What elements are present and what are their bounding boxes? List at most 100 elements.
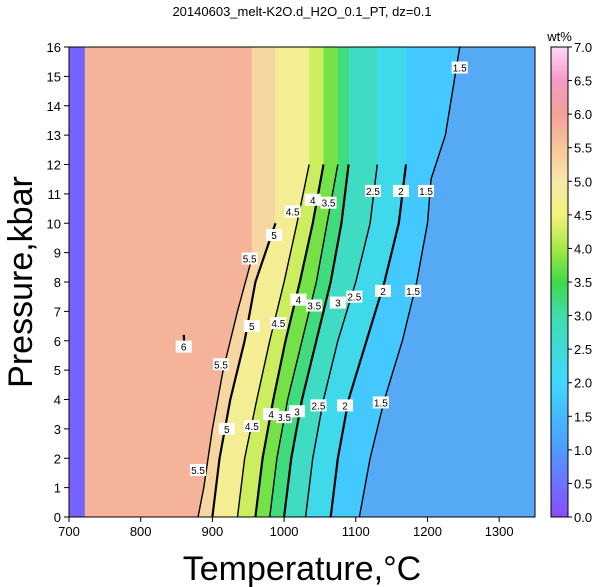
colorbar-tick-label: 5.0 — [574, 174, 592, 189]
contour-label-background — [372, 396, 389, 409]
contour-label: 1.5 — [374, 398, 388, 409]
colorbar: wt% 0.0 0.5 1.0 1.5 2.0 2.5 3.0 3.5 4.0 4.5 5.0 5.5… — [546, 29, 592, 525]
y-tick-label: 4 — [54, 393, 61, 408]
colorbar-tick-label: 4.5 — [574, 208, 592, 223]
y-tick-label: 1 — [54, 481, 61, 496]
contour-label-background — [364, 184, 381, 197]
y-tick-label: 3 — [54, 422, 61, 437]
colorbar-tick-label: 2.0 — [574, 376, 592, 391]
x-tick-label: 900 — [202, 524, 224, 539]
contour-label: 2.5 — [347, 293, 361, 304]
x-tick-label: 1100 — [342, 524, 370, 539]
contour-label-background — [270, 317, 287, 330]
contour-label: 2 — [342, 401, 348, 412]
contour-label: 4.5 — [271, 319, 285, 330]
contour-label-background — [243, 320, 260, 333]
contour-label: 1.5 — [419, 187, 433, 198]
contour-label: 1.5 — [453, 64, 467, 75]
contour-label-background — [241, 252, 258, 265]
contour-label: 5 — [249, 322, 255, 333]
contour-label-background — [212, 358, 229, 371]
contour-label: 3 — [335, 299, 341, 310]
contour-label-background — [243, 419, 260, 432]
contour-line — [358, 47, 461, 517]
contour-label-background — [451, 61, 468, 74]
contour-label-background — [290, 293, 307, 306]
contour-line — [236, 164, 310, 517]
low-k2o-strip — [69, 47, 85, 517]
y-tick-label: 9 — [54, 246, 61, 261]
contour-label: 2.5 — [312, 401, 326, 412]
contour-label-background — [375, 284, 392, 297]
x-tick-label: 1300 — [485, 524, 514, 539]
contour-line — [211, 222, 277, 517]
contour-label: 4 — [310, 196, 316, 207]
contour-line — [304, 164, 378, 517]
x-axis: 700 800 900 1000 1100 1200 1300 — [58, 517, 514, 539]
contour-label: 4 — [296, 296, 302, 307]
contour-label-background — [320, 196, 337, 209]
y-tick-label: 13 — [47, 128, 61, 143]
colorbar-tick-label: 0.0 — [574, 510, 592, 525]
y-tick-label: 2 — [54, 451, 61, 466]
contour-label: 2 — [380, 287, 386, 298]
contour-label-background — [306, 299, 323, 312]
colorbar-tick-label: 6.5 — [574, 74, 592, 89]
x-tick-label: 1200 — [413, 524, 442, 539]
colorbar-ticks: 0.0 0.5 1.0 1.5 2.0 2.5 3.0 3.5 4.0 4.5 5.0 5.5 6.0 6… — [568, 40, 592, 525]
contour-label-background — [418, 184, 435, 197]
y-tick-label: 10 — [47, 216, 61, 231]
y-tick-label: 5 — [54, 363, 61, 378]
colorbar-tick-label: 1.0 — [574, 443, 592, 458]
contour-label: 5.5 — [243, 255, 257, 266]
contour-line — [282, 164, 350, 517]
contour-lines — [182, 47, 461, 517]
contour-label: 4.5 — [286, 208, 300, 219]
contour-label-background — [329, 296, 346, 309]
contour-label-background — [266, 229, 283, 241]
contour-label-background — [190, 464, 207, 476]
contour-line — [254, 164, 325, 517]
colorbar-label: wt% — [546, 29, 572, 44]
contour-labels: 1.51.51.51.52222.52.52.5333.53.53.54444.… — [175, 61, 468, 477]
contour-label: 3.5 — [307, 302, 321, 313]
contour-label-background — [392, 184, 409, 197]
y-tick-label: 14 — [47, 99, 61, 114]
contour-label: 2.5 — [366, 187, 380, 198]
y-tick-label: 11 — [48, 187, 62, 202]
colorbar-tick-label: 3.0 — [574, 309, 592, 324]
contour-label-background — [310, 399, 327, 412]
contour-label: 1.5 — [406, 287, 420, 298]
x-tick-label: 800 — [130, 524, 152, 539]
contour-label-background — [263, 408, 280, 421]
contour-label: 5.5 — [214, 360, 228, 371]
y-axis-label: Pressure,kbar — [2, 176, 40, 388]
contour-label: 4 — [268, 410, 274, 421]
y-tick-label: 0 — [54, 510, 61, 525]
contour-label-background — [288, 405, 305, 418]
x-tick-label: 1000 — [270, 524, 299, 539]
contour-label: 6 — [181, 343, 187, 354]
chart-title: 20140603_melt-K2O.d_H2O_0.1_PT, dz=0.1 — [172, 4, 431, 19]
colorbar-tick-label: 4.0 — [574, 241, 592, 256]
colorbar-tick-label: 5.5 — [574, 141, 592, 156]
contour-label: 5.5 — [191, 466, 205, 477]
heat-band — [69, 47, 252, 517]
contour-label-background — [276, 411, 293, 424]
contour-label-background — [218, 422, 235, 435]
y-tick-label: 12 — [47, 158, 61, 173]
x-tick-label: 700 — [58, 524, 80, 539]
plot-area: 1.51.51.51.52222.52.52.5333.53.53.54444.… — [68, 46, 536, 518]
contour-label: 3 — [294, 407, 300, 418]
contour-label: 3.5 — [277, 413, 291, 424]
contour-label: 5 — [271, 231, 277, 242]
colorbar-tick-label: 7.0 — [574, 40, 592, 55]
contour-label: 2 — [398, 187, 404, 198]
colorbar-tick-label: 0.5 — [574, 476, 592, 491]
heatmap-bands — [69, 47, 460, 517]
contour-label-background — [304, 193, 321, 206]
contour-label-background — [337, 399, 354, 412]
contour-label-background — [346, 290, 363, 303]
